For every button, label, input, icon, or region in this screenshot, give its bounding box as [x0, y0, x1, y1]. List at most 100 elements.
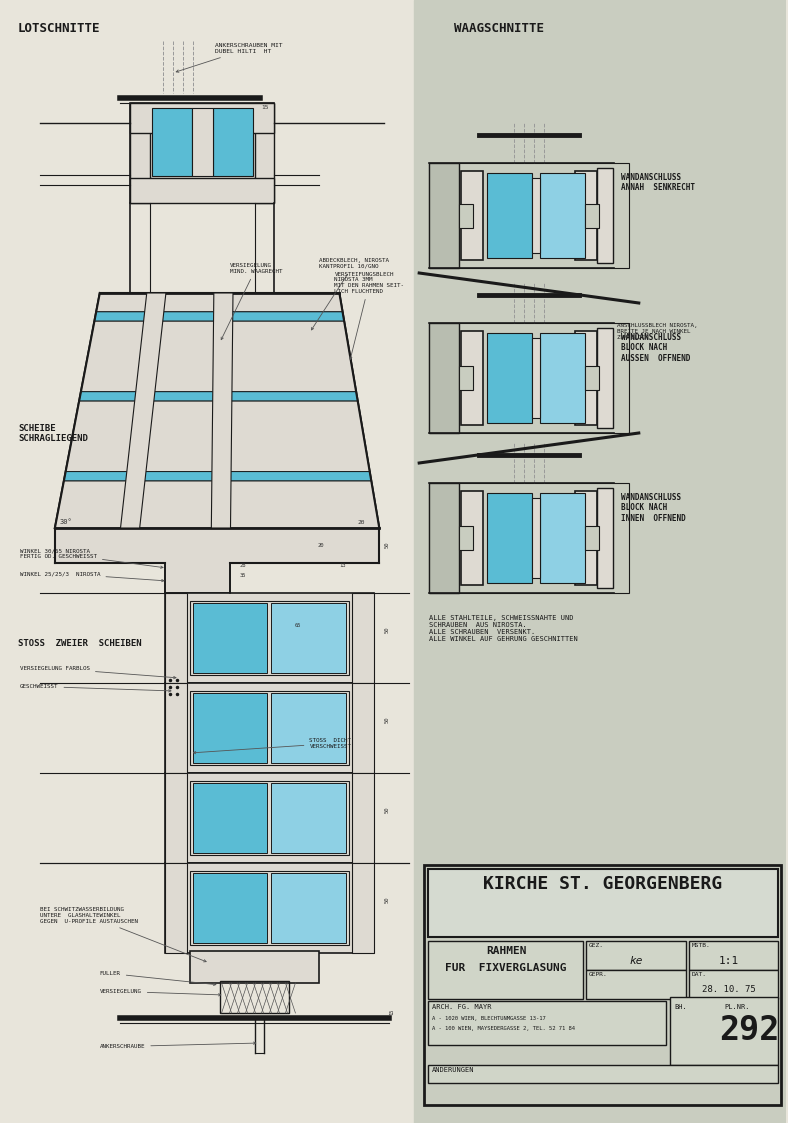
Bar — [532, 179, 540, 253]
Text: 65: 65 — [295, 623, 301, 628]
Text: GEZ.: GEZ. — [589, 943, 604, 948]
Bar — [192, 693, 267, 763]
Bar — [255, 103, 274, 203]
Bar — [459, 526, 473, 550]
Bar — [575, 331, 597, 424]
Text: ARCH. FG. MAYR: ARCH. FG. MAYR — [432, 1004, 492, 1010]
Text: ke: ke — [629, 956, 642, 966]
Bar — [352, 593, 374, 683]
Bar — [670, 997, 778, 1065]
Bar — [428, 1065, 778, 1083]
Bar — [190, 951, 319, 983]
Bar — [540, 334, 585, 423]
Bar — [220, 982, 289, 1013]
Text: ANKERSCHRAUBEN MIT
DUBEL HILTI  HT: ANKERSCHRAUBEN MIT DUBEL HILTI HT — [177, 43, 282, 72]
Text: WANDANSCHLUSS
BLOCK NACH
AUSSEN  OFFNEND: WANDANSCHLUSS BLOCK NACH AUSSEN OFFNEND — [621, 334, 690, 363]
Bar — [165, 683, 374, 773]
Bar — [585, 366, 599, 390]
Polygon shape — [96, 293, 343, 312]
Text: 28. 10. 75: 28. 10. 75 — [702, 985, 756, 994]
Text: GEPR.: GEPR. — [589, 973, 608, 977]
Bar — [428, 869, 778, 937]
Text: MSTB.: MSTB. — [692, 943, 711, 948]
Text: A - 100 WIEN, MAYSEDERGASSE 2, TEL. 52 71 84: A - 100 WIEN, MAYSEDERGASSE 2, TEL. 52 7… — [432, 1026, 575, 1031]
Text: 50: 50 — [385, 806, 389, 813]
Bar — [272, 693, 347, 763]
Bar — [190, 871, 349, 944]
Text: 292: 292 — [719, 1014, 780, 1047]
Bar — [352, 862, 374, 953]
Bar — [272, 783, 347, 853]
Bar — [165, 593, 187, 683]
Text: ANKERSCHRAUBE: ANKERSCHRAUBE — [100, 1042, 256, 1049]
Text: RAHMEN: RAHMEN — [485, 946, 526, 956]
Bar — [532, 497, 540, 578]
Polygon shape — [121, 293, 166, 528]
Text: 15: 15 — [262, 104, 269, 110]
Polygon shape — [81, 321, 356, 392]
Text: STOSS  DICHT
VERSCHWEISST: STOSS DICHT VERSCHWEISST — [193, 738, 351, 754]
Bar — [165, 773, 374, 862]
Text: BEI SCHWITZWASSERBILDUNG
UNTERE  GLASHALTEWINKEL
GEGEN  U-PROFILE AUSTAUSCHEN: BEI SCHWITZWASSERBILDUNG UNTERE GLASHALT… — [40, 907, 206, 962]
Text: 13: 13 — [340, 563, 346, 568]
Bar — [585, 970, 686, 999]
Bar — [165, 593, 374, 683]
Bar — [585, 526, 599, 550]
Bar — [192, 783, 267, 853]
Text: WANDANSCHLUSS
ANNAH  SENKRECHT: WANDANSCHLUSS ANNAH SENKRECHT — [621, 173, 695, 192]
Bar — [597, 168, 613, 263]
Text: FULLER: FULLER — [100, 971, 216, 986]
Bar — [429, 163, 629, 268]
Bar — [575, 171, 597, 261]
Bar — [461, 491, 483, 585]
Text: 20: 20 — [318, 544, 324, 548]
Polygon shape — [79, 392, 358, 401]
Bar — [540, 493, 585, 583]
Bar — [190, 601, 349, 675]
Text: STOSS  ZWEIER  SCHEIBEN: STOSS ZWEIER SCHEIBEN — [18, 639, 142, 648]
Bar — [597, 489, 613, 588]
Bar — [130, 179, 274, 203]
Text: ANDERUNGEN: ANDERUNGEN — [432, 1067, 474, 1072]
Text: BH.: BH. — [675, 1004, 687, 1010]
Text: VERSIEGELUNG: VERSIEGELUNG — [100, 989, 221, 996]
Bar — [352, 773, 374, 862]
Bar — [192, 873, 267, 943]
Polygon shape — [55, 528, 379, 593]
Bar — [130, 103, 150, 203]
Bar — [429, 483, 459, 593]
Text: WINKEL 25/25/3  NIROSTA: WINKEL 25/25/3 NIROSTA — [20, 570, 164, 582]
Bar — [429, 323, 459, 433]
Polygon shape — [95, 312, 344, 321]
Text: ABDECKBLECH, NIROSTA
KANTPROFIL 10/GNO: ABDECKBLECH, NIROSTA KANTPROFIL 10/GNO — [311, 258, 389, 330]
Text: ANSCHLUSSBLECH NIROSTA,
BREITE JE NACH WINKEL
ZUM BLOCK: ANSCHLUSSBLECH NIROSTA, BREITE JE NACH W… — [617, 323, 697, 339]
Bar — [0, 0, 414, 1123]
Text: KIRCHE ST. GEORGENBERG: KIRCHE ST. GEORGENBERG — [483, 875, 723, 893]
Text: LOTSCHNITTE: LOTSCHNITTE — [18, 22, 100, 35]
Bar — [190, 780, 349, 855]
Bar — [192, 603, 267, 673]
Text: VERSIEGELUNG FARBLOS: VERSIEGELUNG FARBLOS — [20, 666, 176, 678]
Bar — [429, 323, 629, 433]
Text: 30°: 30° — [60, 519, 72, 524]
Text: FUR  FIXVERGLASUNG: FUR FIXVERGLASUNG — [445, 964, 567, 973]
Bar — [165, 862, 374, 953]
Bar — [165, 773, 187, 862]
Bar — [424, 865, 782, 1105]
Bar — [414, 0, 786, 1123]
Text: WANDANSCHLUSS
BLOCK NACH
INNEN  OFFNEND: WANDANSCHLUSS BLOCK NACH INNEN OFFNEND — [621, 493, 686, 523]
Bar — [191, 108, 213, 176]
Text: A - 1020 WIEN, BLECHTUNMGASSE 13-17: A - 1020 WIEN, BLECHTUNMGASSE 13-17 — [432, 1016, 546, 1021]
Polygon shape — [55, 481, 379, 528]
Bar — [487, 334, 532, 423]
Text: 1:1: 1:1 — [719, 956, 738, 966]
Text: ALLE STAHLTEILE, SCHWEISSNAHTE UND
SCHRAUBEN  AUS NIROSTA.
ALLE SCHRAUBEN  VERSE: ALLE STAHLTEILE, SCHWEISSNAHTE UND SCHRA… — [429, 615, 578, 642]
Bar — [190, 691, 349, 765]
Bar — [689, 970, 778, 999]
Bar — [487, 493, 532, 583]
Bar — [130, 103, 274, 133]
Bar — [459, 204, 473, 228]
Text: 50: 50 — [385, 716, 389, 723]
Text: DAT.: DAT. — [692, 973, 707, 977]
Bar — [428, 941, 583, 999]
